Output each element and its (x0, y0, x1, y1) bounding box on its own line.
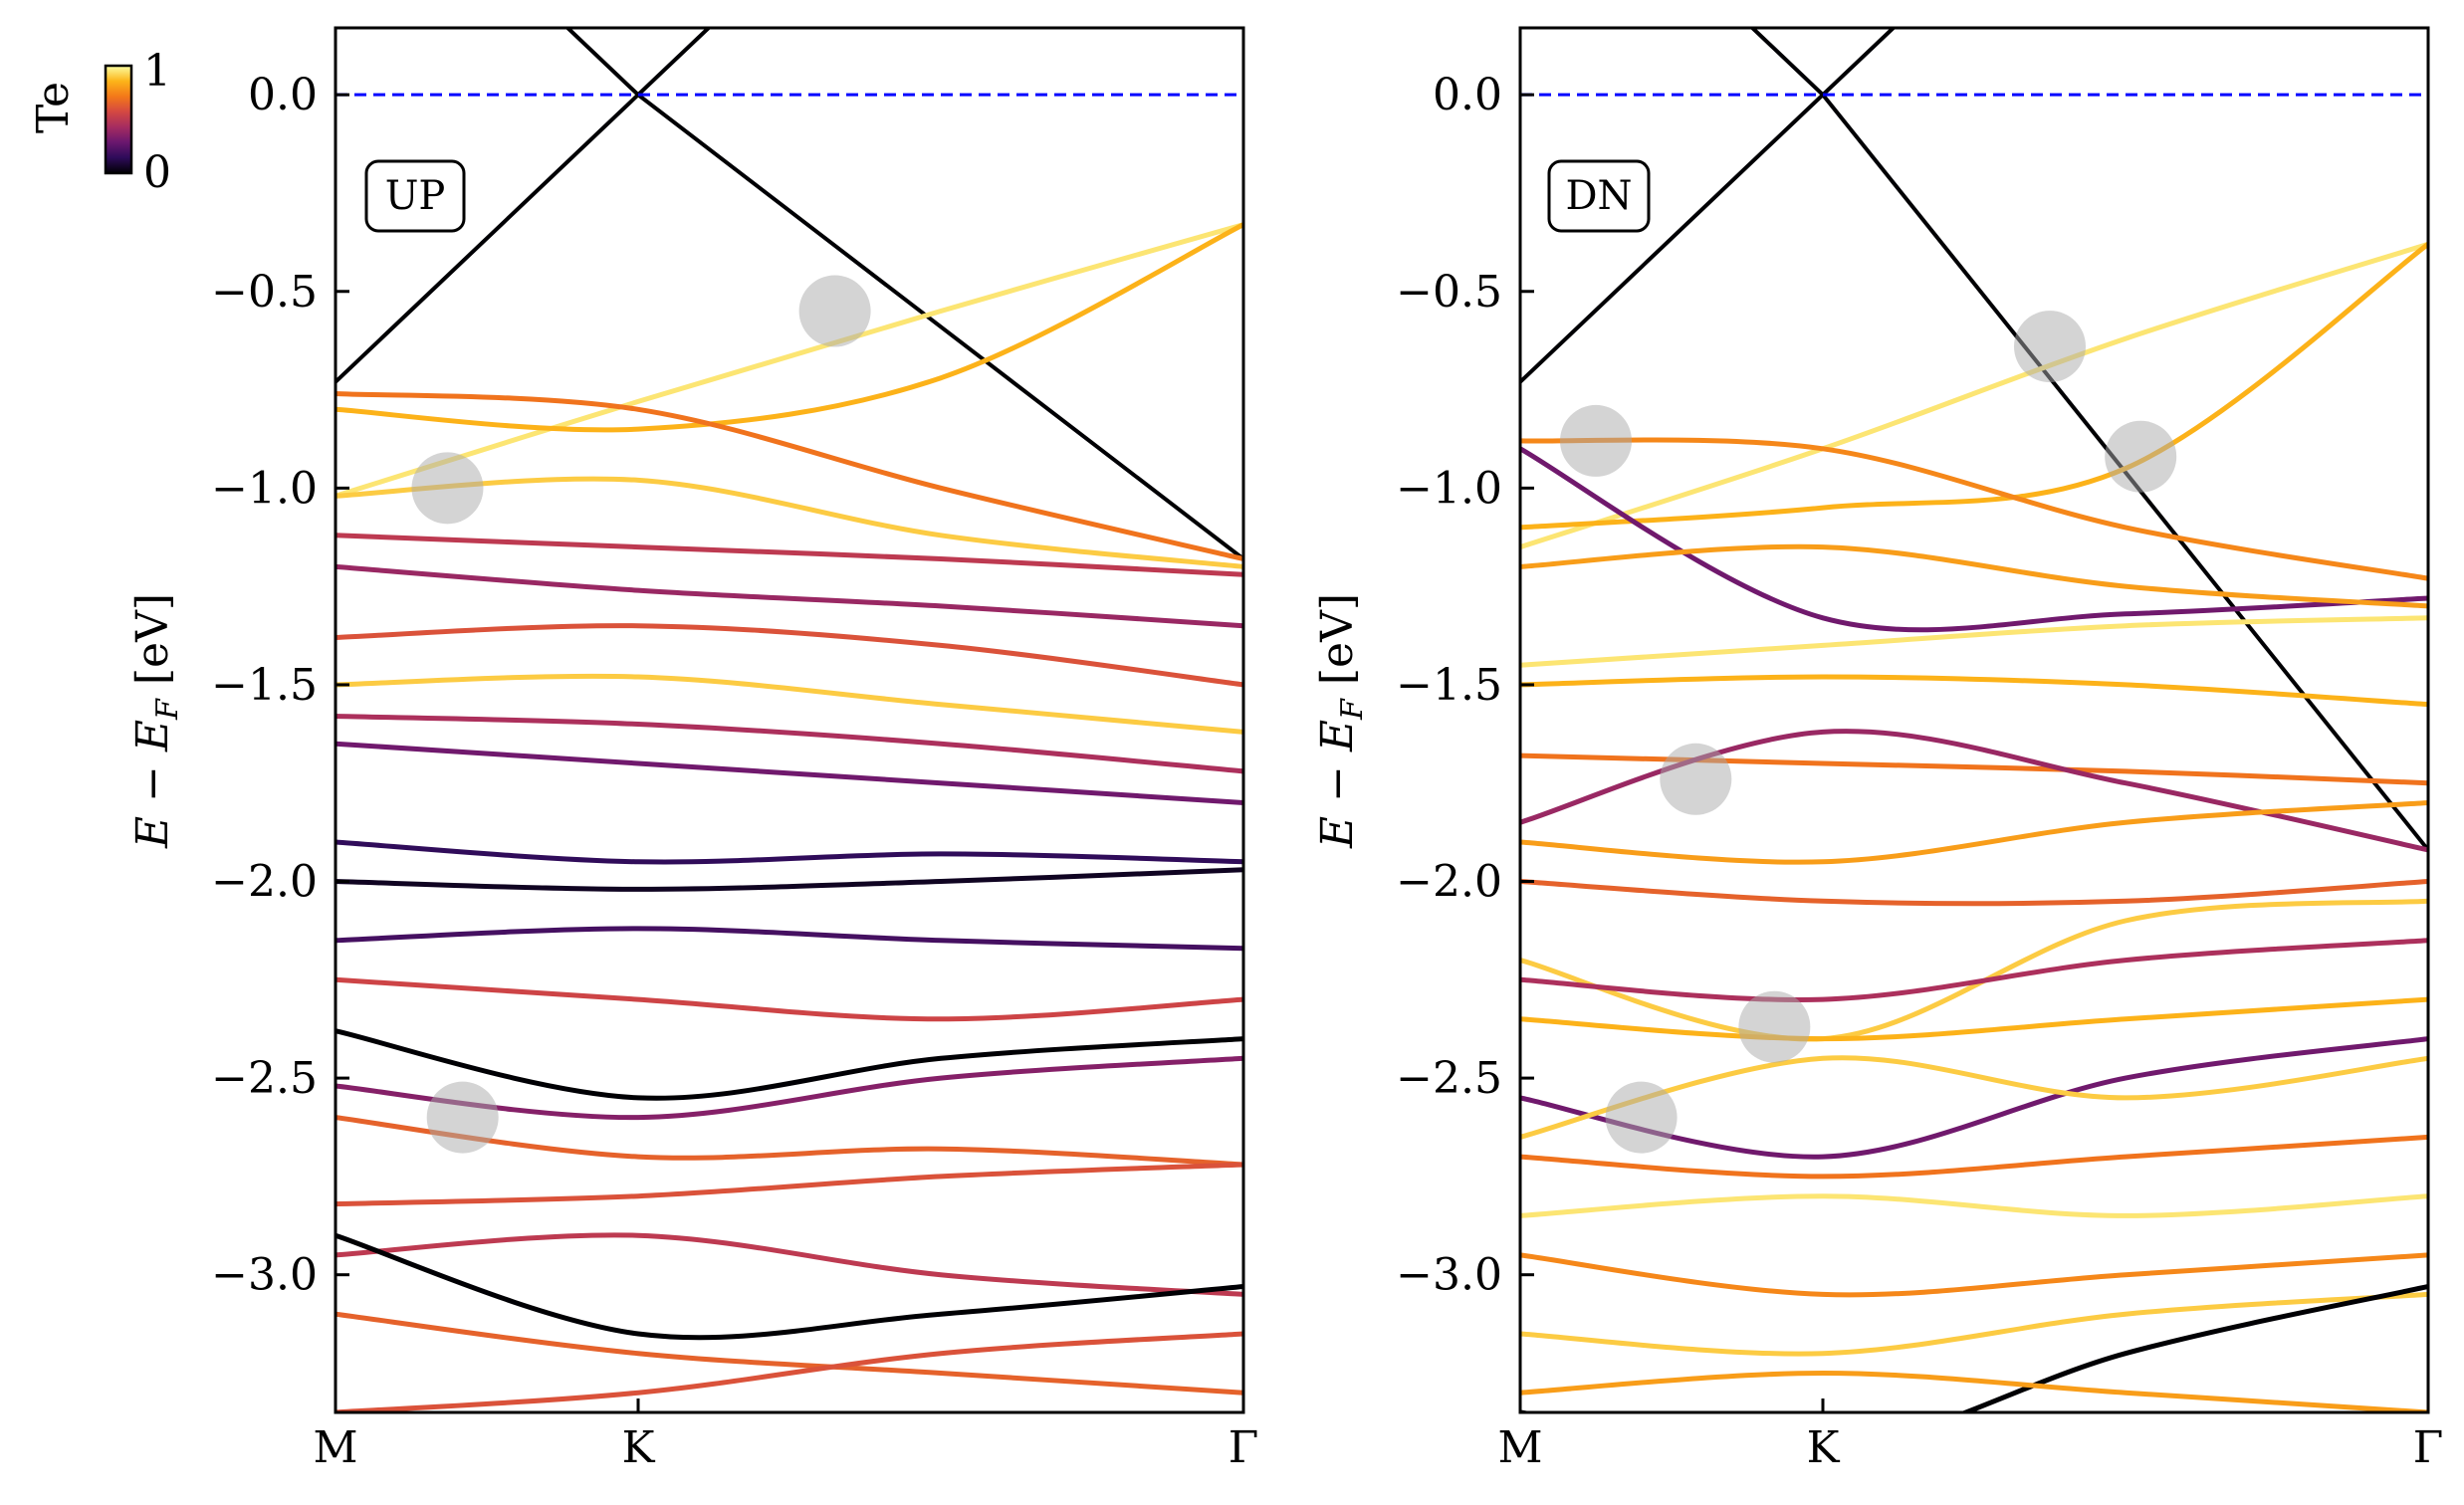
band-line-b18 (1520, 1193, 2428, 1218)
colorbar-title: Te (28, 82, 79, 133)
band-lines-up (336, 28, 1243, 1412)
x-tick-label: M (313, 1422, 357, 1473)
y-tick-label: −2.5 (1396, 1053, 1502, 1104)
y-tick-label: −2.0 (211, 857, 318, 908)
band-line-b3 (1520, 437, 2428, 581)
y-axis-title-up: E − EF [eV] (127, 593, 185, 849)
band-line-b22 (336, 1331, 1243, 1412)
band-line-b21 (1520, 1284, 2428, 1412)
band-line-b11 (336, 839, 1243, 865)
y-tick-label: −1.0 (1396, 463, 1502, 514)
y-tick-label: −0.5 (211, 267, 318, 318)
band-line-b14 (336, 976, 1243, 1022)
band-line-b18 (336, 1162, 1243, 1207)
band-line-b13 (1520, 938, 2428, 1002)
highlight-marker (2014, 311, 2086, 383)
highlight-marker (411, 452, 484, 525)
y-tick-label: −1.5 (1396, 660, 1502, 711)
band-line-b1 (1520, 241, 2428, 550)
band-line-b13 (336, 926, 1243, 952)
band-line-b5 (336, 533, 1243, 577)
band-line-b4 (1520, 446, 2428, 633)
band-line-b22 (1520, 1370, 2428, 1412)
y-tick-label: −0.5 (1396, 267, 1502, 318)
plot-frame-dn (1518, 26, 2430, 1414)
highlight-marker (1738, 990, 1811, 1063)
highlight-marker (2105, 420, 2177, 493)
y-tick-label: −1.5 (211, 660, 318, 711)
highlight-marker (1560, 404, 1632, 477)
band-line-b14 (1520, 996, 2428, 1042)
y-tick-label: 0.0 (248, 70, 318, 120)
band-line-b17 (1520, 1134, 2428, 1180)
band-line-b19 (1520, 1252, 2428, 1298)
y-tick-label: −2.0 (1396, 857, 1502, 908)
band-line-b2 (1520, 241, 2428, 531)
band-line-b20 (1520, 1291, 2428, 1357)
band-line-b10 (336, 741, 1243, 805)
spin-badge-dn: DN (1547, 159, 1651, 233)
band-line-b12 (1520, 898, 2428, 1042)
band-line-b7 (336, 623, 1243, 688)
highlight-marker (1660, 743, 1732, 815)
band-line-b15 (336, 1028, 1243, 1101)
y-axis-title-dn: E − EF [eV] (1312, 593, 1370, 849)
spin-badge-dn-label: DN (1565, 173, 1632, 219)
highlight-marker (798, 275, 871, 347)
x-tick-label: Γ (2413, 1422, 2444, 1473)
x-tick-label: K (1807, 1422, 1841, 1473)
band-line-b10 (1520, 800, 2428, 865)
y-axis-ticks-dn: 0.0 −0.5 −1.0 −1.5 −2.0 −2.5 −3.0 (1396, 70, 1534, 1301)
y-tick-label: 0.0 (1433, 70, 1502, 120)
band-line-b8 (336, 673, 1243, 735)
y-tick-label: −3.0 (1396, 1250, 1502, 1301)
spin-badge-up: UP (364, 159, 466, 233)
band-line-b21 (336, 1311, 1243, 1396)
spin-badge-up-label: UP (385, 173, 446, 219)
x-tick-label: Γ (1229, 1422, 1259, 1473)
panel-up: 0.0 −0.5 −1.0 −1.5 −2.0 −2.5 −3.0 M K Γ E − EF [… (127, 26, 1258, 1473)
band-line-b6 (336, 563, 1243, 629)
x-tick-label: K (622, 1422, 656, 1473)
highlight-marker (1605, 1081, 1678, 1154)
band-line-b3 (336, 391, 1243, 561)
band-line-b2 (336, 222, 1243, 433)
highlight-markers-up (411, 275, 871, 1154)
plot-frame-up (334, 26, 1245, 1414)
band-line-b12 (336, 867, 1243, 892)
y-tick-label: −3.0 (211, 1250, 318, 1301)
colorbar-gradient (104, 64, 133, 175)
x-tick-label: M (1497, 1422, 1542, 1473)
panel-dn: 0.0 −0.5 −1.0 −1.5 −2.0 −2.5 −3.0 M K Γ E − EF [… (1312, 26, 2443, 1473)
highlight-marker (426, 1081, 499, 1154)
band-line-b9 (1520, 729, 2428, 853)
band-line-b19 (336, 1232, 1243, 1297)
band-line-b20 (336, 1232, 1243, 1341)
highlight-markers-dn (1560, 311, 2177, 1154)
band-line-b9 (336, 714, 1243, 774)
band-line-b7 (1520, 674, 2428, 708)
colorbar-max-label: 1 (143, 46, 171, 97)
band-lines-dn (1520, 28, 2428, 1412)
band-line-b8 (1520, 752, 2428, 786)
band-line-b5 (1520, 543, 2428, 609)
band-line-b11 (1520, 879, 2428, 907)
y-axis-ticks-up: 0.0 −0.5 −1.0 −1.5 −2.0 −2.5 −3.0 (211, 70, 349, 1301)
band-line-b6 (1520, 615, 2428, 668)
band-line-dirac-2 (1749, 28, 2428, 852)
colorbar: Te 1 0 (28, 46, 171, 198)
band-line-b1 (336, 222, 1243, 499)
y-tick-label: −2.5 (211, 1053, 318, 1104)
colorbar-min-label: 0 (143, 147, 171, 198)
y-tick-label: −1.0 (211, 463, 318, 514)
